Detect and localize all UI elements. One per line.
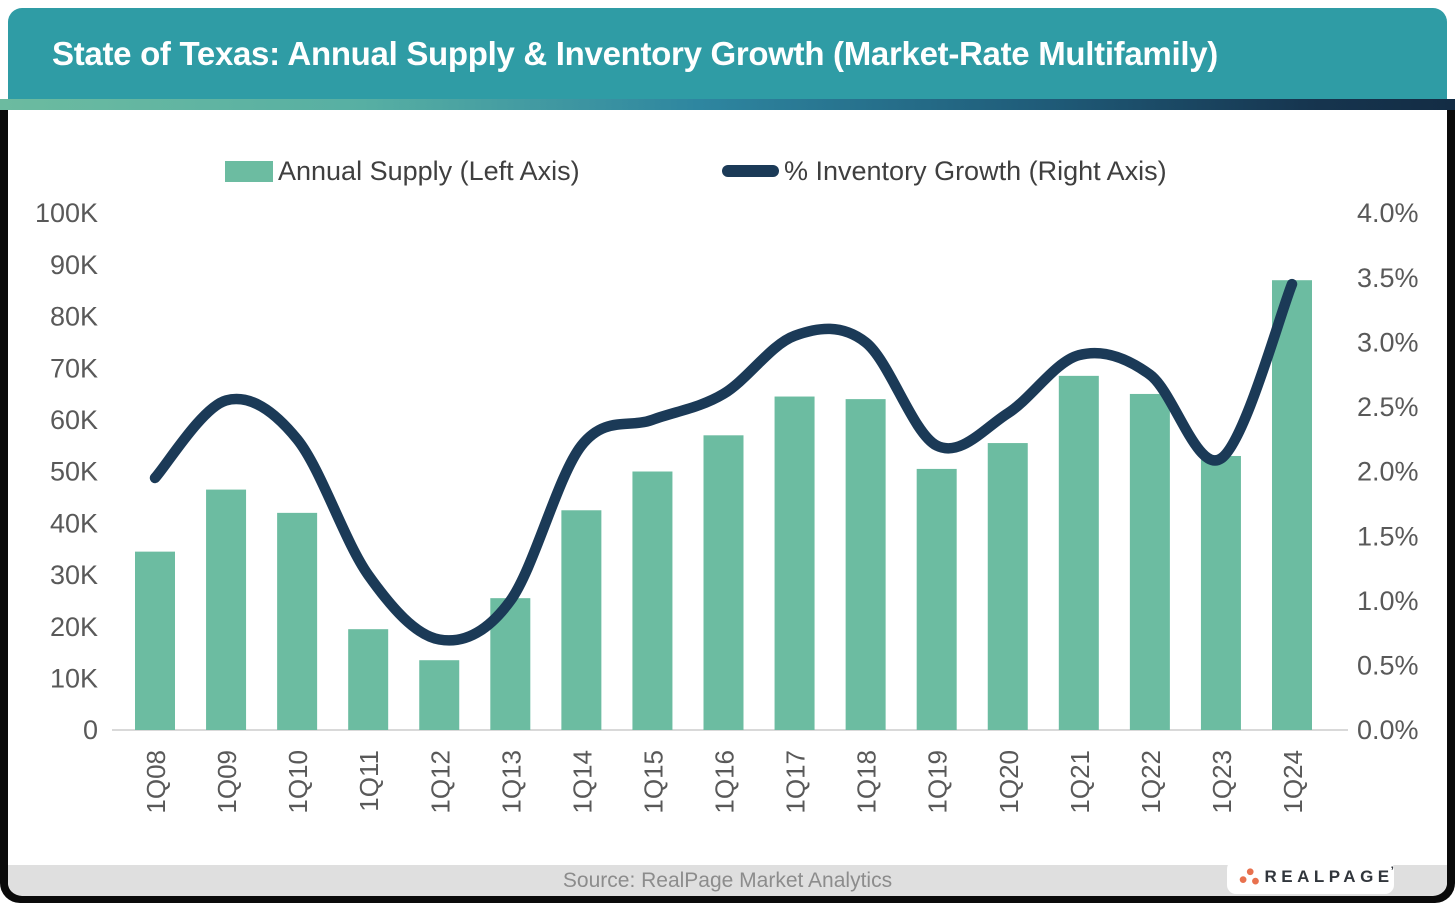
right-axis-tick-label: 3.0% (1357, 327, 1419, 357)
x-axis-label-1Q15: 1Q15 (638, 750, 668, 814)
legend-line-label: % Inventory Growth (Right Axis) (784, 155, 1167, 186)
inventory-growth-line (149, 278, 1298, 646)
right-axis-tick-label: 0.0% (1357, 715, 1419, 745)
right-axis-tick-label: 4.0% (1357, 198, 1419, 228)
left-axis-tick-label: 0 (83, 715, 98, 745)
left-axis-tick-label: 60K (50, 405, 98, 435)
legend-bar-swatch-icon (225, 160, 273, 182)
right-axis-tick-label: 1.5% (1357, 521, 1419, 551)
left-axis-tick-label: 70K (50, 353, 98, 383)
x-axis-label-1Q11: 1Q11 (354, 750, 384, 812)
x-axis-label-1Q21: 1Q21 (1065, 750, 1095, 814)
source-text: Source: RealPage Market Analytics (562, 869, 893, 892)
legend-item-growth: % Inventory Growth (Right Axis) (722, 156, 1167, 186)
supply-bar-1Q24 (1272, 280, 1312, 730)
right-axis-tick-label: 3.5% (1357, 263, 1419, 293)
x-axis-label-1Q17: 1Q17 (781, 750, 811, 814)
header-bar: State of Texas: Annual Supply & Inventor… (8, 8, 1447, 99)
supply-bar-1Q17 (774, 396, 815, 730)
left-axis-tick-label: 50K (50, 457, 98, 487)
x-axis-label-1Q14: 1Q14 (567, 750, 597, 814)
left-axis-tick-label: 40K (50, 508, 98, 538)
x-axis-label-1Q18: 1Q18 (852, 750, 882, 814)
left-axis-tick-label: 100K (35, 198, 98, 228)
left-axis-tick-label: 30K (50, 560, 98, 590)
x-axis-label-1Q08: 1Q08 (141, 750, 171, 814)
x-axis-label-1Q23: 1Q23 (1207, 750, 1237, 814)
x-axis-label-1Q09: 1Q09 (212, 750, 242, 814)
legend-item-supply: Annual Supply (Left Axis) (225, 156, 580, 186)
supply-bar-1Q14 (561, 510, 602, 730)
supply-bar-1Q23 (1200, 455, 1241, 730)
supply-bar-1Q12 (419, 660, 460, 730)
legend: Annual Supply (Left Axis) % Inventory Gr… (0, 156, 1455, 186)
supply-bar-1Q22 (1129, 393, 1170, 730)
supply-bar-1Q19 (916, 468, 957, 730)
supply-bar-1Q16 (703, 435, 744, 730)
card-border (0, 100, 1455, 903)
supply-bar-1Q18 (845, 399, 886, 730)
left-axis-tick-label: 20K (50, 612, 98, 642)
x-axis-label-1Q22: 1Q22 (1136, 750, 1166, 814)
x-axis-label-1Q24: 1Q24 (1278, 750, 1308, 814)
x-axis-label-1Q19: 1Q19 (923, 750, 953, 814)
left-axis-tick-label: 80K (50, 302, 98, 332)
x-axis-label-1Q20: 1Q20 (994, 750, 1024, 814)
supply-bar-1Q10 (277, 512, 318, 730)
supply-bar-1Q21 (1058, 375, 1099, 730)
chart-title: State of Texas: Annual Supply & Inventor… (52, 34, 1218, 72)
right-axis-tick-label: 2.0% (1357, 457, 1419, 487)
right-axis-tick-label: 0.5% (1357, 651, 1419, 681)
right-axis-tick-label: 2.5% (1357, 392, 1419, 422)
legend-bar-label: Annual Supply (Left Axis) (278, 155, 580, 186)
realpage-logo-dots-icon (1239, 868, 1259, 885)
x-axis-label-1Q12: 1Q12 (425, 750, 455, 814)
supply-bar-1Q08 (135, 551, 175, 730)
x-axis-label-1Q13: 1Q13 (496, 750, 526, 814)
left-axis-tick-label: 10K (50, 663, 98, 693)
right-axis-tick-label: 1.0% (1357, 586, 1419, 616)
supply-bar-1Q11 (348, 629, 389, 730)
x-axis-label-1Q10: 1Q10 (283, 750, 313, 814)
supply-bar-1Q15 (632, 471, 673, 730)
supply-bar-1Q09 (206, 489, 247, 730)
header-accent-strip (0, 99, 1455, 110)
legend-line-swatch-icon (722, 165, 779, 177)
source-bar: Source: RealPage Market Analytics (8, 865, 1447, 896)
x-axis-label-1Q16: 1Q16 (710, 750, 740, 814)
realpage-logo: REALPAGE ’ (1227, 860, 1394, 894)
supply-bar-1Q20 (987, 443, 1028, 730)
realpage-logo-text: REALPAGE (1264, 867, 1394, 886)
realpage-logo-trademark-tick: ’ (1390, 864, 1394, 878)
left-axis-tick-label: 90K (50, 250, 98, 280)
